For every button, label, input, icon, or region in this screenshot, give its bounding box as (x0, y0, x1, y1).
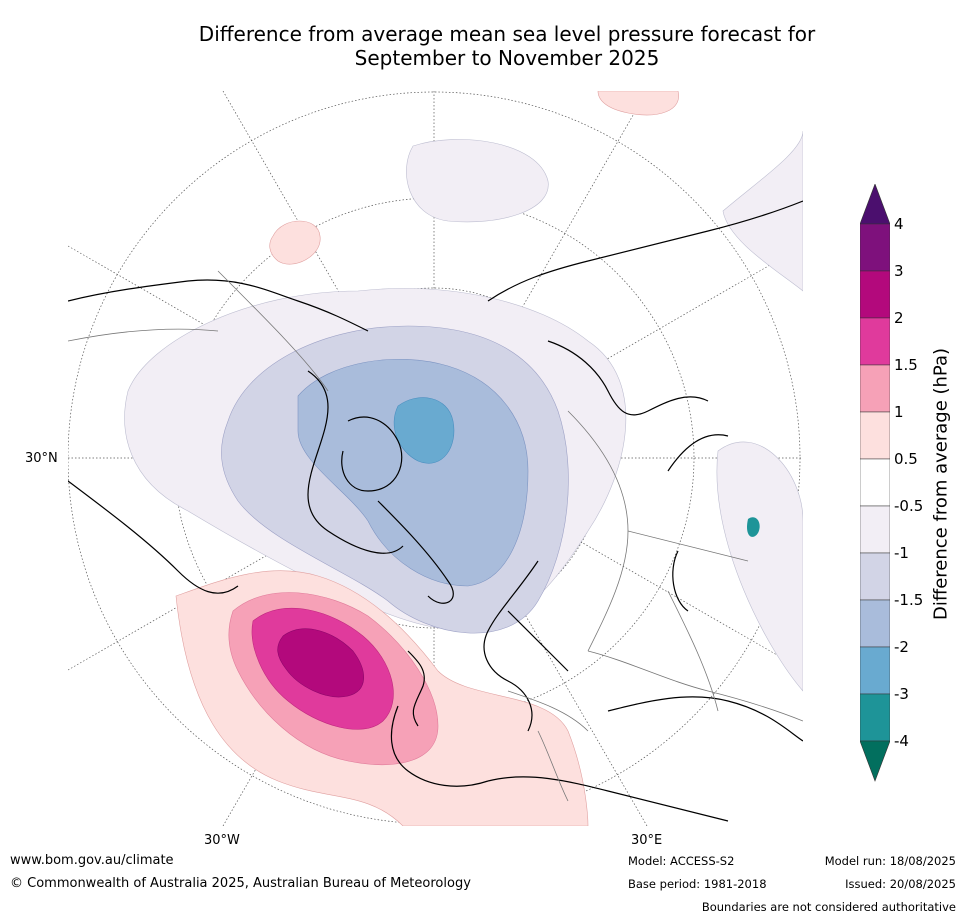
colorbar-bin-1-1.5 (860, 364, 890, 413)
title-line-1: Difference from average mean sea level p… (198, 22, 816, 46)
colorbar-tick: -1.5 (894, 591, 924, 609)
anomaly-minus-2-to-minus-3 (393, 397, 455, 464)
anomaly-plus-0.5-to-1-pacific-top (597, 91, 679, 116)
colorbar-under-triangle (860, 740, 890, 782)
colorbar-over-triangle (860, 184, 890, 225)
footer-model: Model: ACCESS-S2 (628, 854, 735, 868)
colorbar-bin-minus-2-3 (860, 646, 890, 695)
map-title: Difference from average mean sea level p… (0, 22, 965, 70)
colorbar-tick: 0.5 (894, 450, 918, 468)
colorbar-bin-minus-1-1.5 (860, 552, 890, 601)
footer-disclaimer: Boundaries are not considered authoritat… (701, 900, 956, 914)
anomaly-plus-0.5-to-1-small (269, 220, 321, 265)
footer-issued: Issued: 20/08/2025 (845, 877, 956, 891)
anomaly-plus-2-to-3 (277, 628, 364, 698)
footer-url: www.bom.gov.au/climate (10, 853, 174, 868)
colorbar-tick: -4 (894, 732, 909, 750)
colorbar-tick: 1 (894, 403, 904, 421)
colorbar-bin-3-4 (860, 223, 890, 272)
colorbar-tick: -3 (894, 685, 909, 703)
lon-label-30w: 30°W (204, 833, 240, 848)
colorbar-bin-minus-3-4 (860, 693, 890, 742)
colorbar-bin-1.5-2 (860, 317, 890, 366)
colorbar-bin-minus-1.5-2 (860, 599, 890, 648)
lat-label-30n: 30°N (25, 451, 58, 466)
anomaly-minus-0.5-to-minus-1-asia (716, 441, 803, 692)
anomaly-minus-0.5-to-minus-1-east (722, 130, 803, 292)
colorbar-label: Difference from average (hPa) (930, 347, 952, 621)
colorbar-bin-2-3 (860, 270, 890, 319)
positive-anomalies (175, 91, 679, 826)
anomaly-minus-0.5-to-minus-1-pacific (406, 139, 549, 223)
polar-map (68, 91, 803, 826)
colorbar (860, 184, 890, 782)
colorbar-bin-0.5-1 (860, 411, 890, 460)
colorbar-tick: 2 (894, 309, 904, 327)
colorbar-tick: 1.5 (894, 356, 918, 374)
footer-model-run: Model run: 18/08/2025 (824, 854, 956, 868)
anomaly-minus-3-to-minus-4 (747, 517, 760, 537)
colorbar-bin-minus-0.5-1 (860, 505, 890, 554)
colorbar-tick: -0.5 (894, 497, 924, 515)
colorbar-tick: -2 (894, 638, 909, 656)
coastlines (68, 200, 803, 822)
map-canvas (68, 91, 803, 826)
country-boundaries (68, 270, 803, 802)
title-line-2: September to November 2025 (354, 46, 660, 70)
colorbar-bin-neutral (860, 458, 890, 507)
colorbar-tick: 4 (894, 215, 904, 233)
anomaly-minus-1.5-to-minus-2 (297, 358, 529, 587)
footer-base-period: Base period: 1981-2018 (628, 877, 767, 891)
colorbar-tick: -1 (894, 544, 909, 562)
footer-copyright: © Commonwealth of Australia 2025, Austra… (10, 876, 471, 891)
colorbar-tick: 3 (894, 262, 904, 280)
lon-label-30e: 30°E (631, 833, 663, 848)
